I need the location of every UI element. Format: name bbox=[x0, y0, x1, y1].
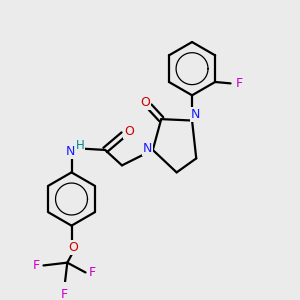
Text: F: F bbox=[33, 259, 40, 272]
Text: O: O bbox=[140, 96, 150, 109]
Text: F: F bbox=[89, 266, 96, 279]
Text: F: F bbox=[236, 77, 242, 90]
Text: N: N bbox=[66, 146, 75, 158]
Text: O: O bbox=[68, 241, 78, 254]
Text: H: H bbox=[76, 139, 84, 152]
Text: F: F bbox=[61, 288, 68, 300]
Text: N: N bbox=[191, 108, 200, 121]
Text: O: O bbox=[124, 125, 134, 138]
Text: N: N bbox=[143, 142, 152, 155]
